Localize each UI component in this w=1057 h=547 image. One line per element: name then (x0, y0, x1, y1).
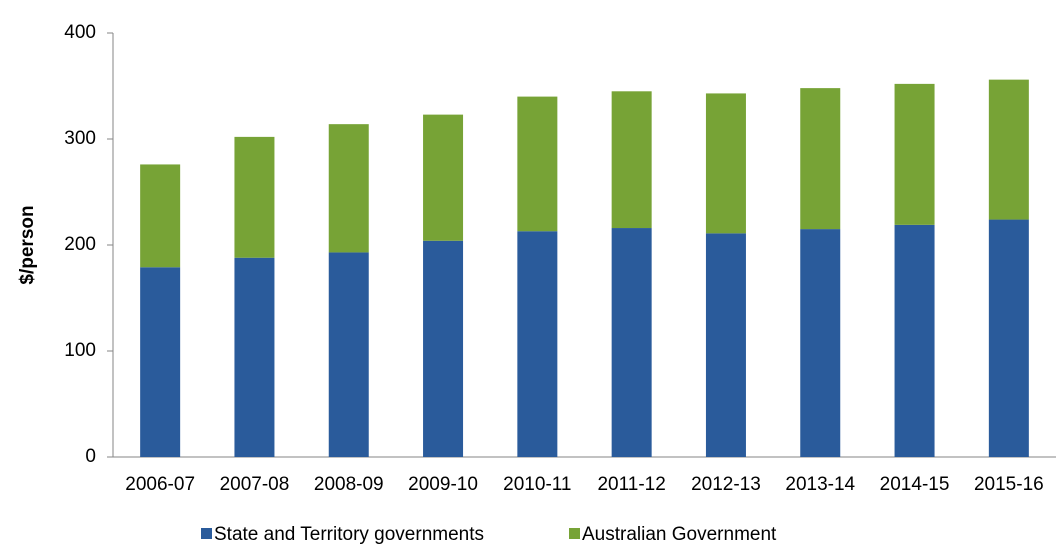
x-tick-label: 2012-13 (691, 474, 761, 495)
bar-segment (611, 91, 652, 229)
bar-segment (140, 267, 181, 457)
x-tick-label: 2006-07 (125, 474, 195, 495)
bar-segment (894, 83, 935, 225)
y-tick-label: 300 (64, 128, 96, 149)
bar-segment (800, 229, 841, 457)
y-tick-label: 200 (64, 234, 96, 255)
x-tick-label: 2013-14 (785, 474, 855, 495)
bar-segment (423, 114, 464, 241)
bar-segment (705, 93, 746, 234)
legend-label: State and Territory governments (214, 524, 484, 545)
y-tick-label: 100 (64, 340, 96, 361)
bar-segment (611, 228, 652, 457)
legend-label: Australian Government (582, 524, 777, 545)
bar-segment (517, 231, 558, 457)
y-tick-label: 400 (64, 22, 96, 43)
bar-segment (988, 79, 1029, 220)
bar-segment (234, 136, 275, 258)
bar-segment (988, 219, 1029, 457)
x-tick-label: 2011-12 (597, 474, 665, 495)
bar-segment (894, 224, 935, 457)
x-tick-label: 2014-15 (880, 474, 950, 495)
x-tick-label: 2009-10 (408, 474, 478, 495)
legend-swatch (201, 528, 212, 539)
bar-segment (800, 88, 841, 230)
x-tick-label: 2007-08 (220, 474, 290, 495)
bar-segment (234, 257, 275, 457)
y-axis-label: $/person (17, 205, 38, 284)
x-tick-label: 2008-09 (314, 474, 384, 495)
bar-segment (423, 240, 464, 457)
bar-segment (705, 233, 746, 457)
x-tick-label: 2010-11 (503, 474, 571, 495)
bar-segment (328, 252, 369, 457)
x-tick-label: 2015-16 (974, 474, 1044, 495)
bar-segment (328, 124, 369, 253)
legend-swatch (569, 528, 580, 539)
bar-segment (140, 164, 181, 268)
y-tick-label: 0 (85, 446, 96, 467)
bar-segment (517, 96, 558, 232)
